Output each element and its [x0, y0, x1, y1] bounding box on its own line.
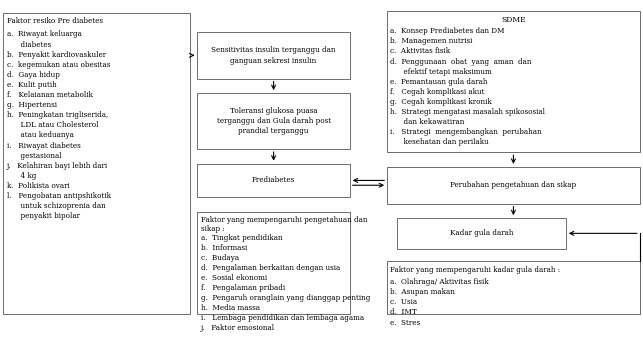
- Text: Faktor resiko Pre diabetes: Faktor resiko Pre diabetes: [7, 17, 103, 25]
- Text: SDME: SDME: [501, 16, 526, 24]
- Text: Kadar gula darah: Kadar gula darah: [449, 229, 513, 237]
- Text: a.  Riwayat keluarga
      diabetes
b.  Penyakit kardiovaskuler
c.  kegemukan at: a. Riwayat keluarga diabetes b. Penyakit…: [7, 31, 111, 220]
- Text: Sensitivitas insulin terganggu dan
ganguan sekresi insulin: Sensitivitas insulin terganggu dan gangu…: [212, 46, 336, 65]
- Text: a.  Tingkat pendidikan
b.  Informasi
c.  Budaya
d.  Pengalaman berkaitan dengan : a. Tingkat pendidikan b. Informasi c. Bu…: [201, 234, 370, 332]
- Bar: [387, 11, 640, 152]
- Text: a.  Konsep Prediabetes dan DM
b.  Managemen nutrisi
c.  Aktivitas fisik
d.  Peng: a. Konsep Prediabetes dan DM b. Manageme…: [390, 27, 545, 146]
- Bar: [197, 32, 350, 78]
- Bar: [3, 13, 190, 314]
- Bar: [397, 218, 566, 248]
- Text: Toleransi glukosa puasa
terganggu dan Gula darah post
prandial terganggu: Toleransi glukosa puasa terganggu dan Gu…: [217, 107, 331, 135]
- Text: Faktor yang mempengaruhi pengetahuan dan
sikap :: Faktor yang mempengaruhi pengetahuan dan…: [201, 216, 367, 233]
- Text: Prediabetes: Prediabetes: [252, 176, 295, 185]
- Bar: [387, 167, 640, 204]
- Text: Faktor yang mempengaruhi kadar gula darah :: Faktor yang mempengaruhi kadar gula dara…: [390, 265, 561, 273]
- Text: Perubahan pengetahuan dan sikap: Perubahan pengetahuan dan sikap: [450, 181, 577, 189]
- Bar: [197, 93, 350, 149]
- Bar: [387, 261, 640, 314]
- Bar: [197, 163, 350, 197]
- Bar: [197, 212, 350, 314]
- Text: a.  Olahraga/ Aktivitas fisik
b.  Asupan makan
c.  Usia
d.  IMT
e.  Stres: a. Olahraga/ Aktivitas fisik b. Asupan m…: [390, 278, 489, 327]
